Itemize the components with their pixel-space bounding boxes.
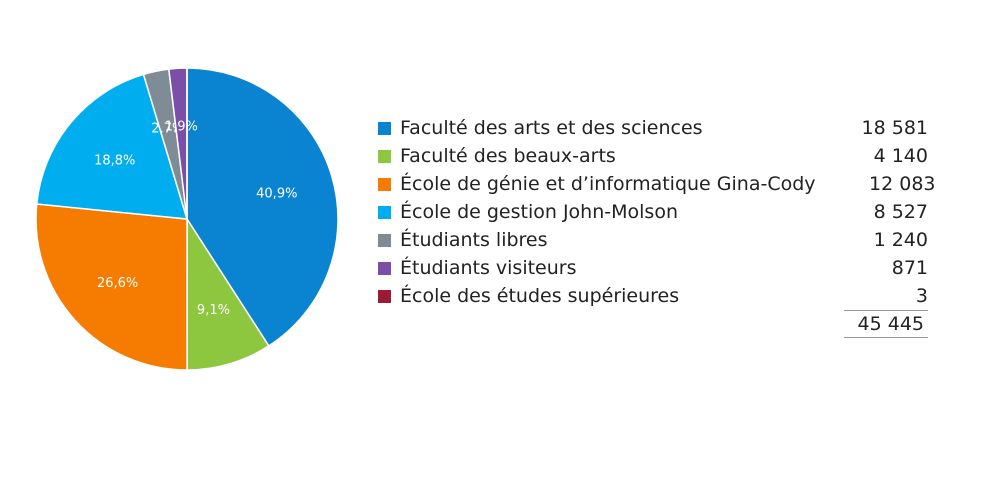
legend-value: 8 527	[873, 201, 928, 223]
legend-item-2: École de génie et d’informatique Gina-Co…	[378, 170, 936, 198]
legend-value: 12 083	[869, 173, 936, 195]
pie-label-3: 18,8%	[94, 153, 135, 168]
legend-label: École de génie et d’informatique Gina-Co…	[400, 173, 816, 195]
legend-swatch	[378, 149, 391, 163]
pie-slice-1	[186, 216, 270, 371]
legend-swatch	[378, 289, 391, 303]
pie-chart: 40,9%9,1%26,6%18,8%2,7%1,9%	[35, 67, 339, 371]
pie-label-0: 40,9%	[256, 187, 297, 202]
legend-label: Étudiants visiteurs	[400, 257, 577, 279]
legend-label: Faculté des beaux-arts	[400, 145, 616, 167]
legend-swatch	[378, 233, 391, 247]
legend-value: 18 581	[861, 117, 928, 139]
legend-item-4: Étudiants libres 1 240	[378, 226, 928, 254]
pie-label-5: 1,9%	[165, 120, 198, 135]
legend: Faculté des arts et des sciences 18 581 Fa…	[378, 114, 936, 338]
pie-label-1: 9,1%	[197, 303, 230, 318]
legend-swatch	[378, 261, 391, 275]
legend-label: École des études supérieures	[400, 285, 680, 307]
legend-rows: Faculté des arts et des sciences 18 581 Fa…	[378, 114, 936, 310]
total-value: 45 445	[844, 310, 928, 338]
legend-swatch	[378, 205, 391, 219]
legend-value: 4 140	[873, 145, 928, 167]
legend-item-6: École des études supérieures 3	[378, 282, 928, 310]
legend-swatch	[378, 121, 391, 135]
legend-value: 1 240	[873, 229, 928, 251]
legend-value: 871	[891, 257, 928, 279]
legend-value: 3	[915, 285, 928, 307]
legend-item-5: Étudiants visiteurs 871	[378, 254, 928, 282]
pie-slice-3	[35, 73, 189, 220]
legend-label: École de gestion John-Molson	[400, 201, 678, 223]
pie-slice-2	[35, 203, 188, 371]
legend-item-3: École de gestion John-Molson 8 527	[378, 198, 928, 226]
total-row: 45 445	[378, 310, 928, 338]
legend-item-0: Faculté des arts et des sciences 18 581	[378, 114, 928, 142]
legend-label: Faculté des arts et des sciences	[400, 117, 703, 139]
legend-label: Étudiants libres	[400, 229, 548, 251]
legend-swatch	[378, 177, 391, 191]
pie-label-2: 26,6%	[97, 276, 138, 291]
legend-item-1: Faculté des beaux-arts 4 140	[378, 142, 928, 170]
